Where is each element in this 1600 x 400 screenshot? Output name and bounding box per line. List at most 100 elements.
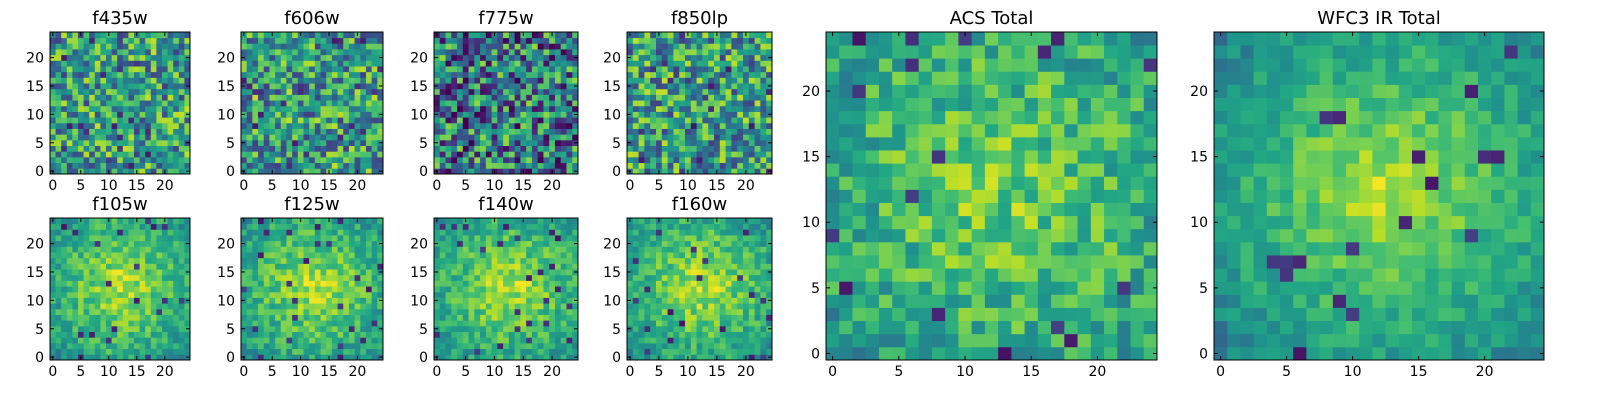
heatmap-cell [360, 128, 367, 135]
heatmap-cell [702, 314, 709, 321]
heatmap-cell [145, 94, 152, 101]
heatmap-cell [252, 83, 259, 90]
heatmap-cell [650, 122, 657, 129]
heatmap-cell [72, 342, 79, 350]
heatmap-cell [667, 331, 674, 338]
heatmap-cell [760, 291, 767, 298]
heatmap-cell [241, 235, 248, 242]
heatmap-cell [667, 325, 674, 332]
x-tick-label: 10 [486, 178, 504, 194]
heatmap-cell [83, 314, 90, 321]
heatmap-cell [754, 162, 761, 169]
heatmap-cell [326, 325, 333, 332]
heatmap-cell [451, 162, 458, 169]
heatmap-cell [434, 94, 441, 101]
heatmap-cell [748, 83, 755, 90]
heatmap-cell [337, 286, 344, 293]
heatmap-cell [451, 286, 458, 293]
y-tick-label: 5 [226, 136, 235, 152]
heatmap-cell [50, 122, 56, 129]
heatmap-cell [725, 314, 732, 321]
heatmap-cell [439, 71, 446, 78]
heatmap-cell [725, 49, 732, 56]
heatmap-cell [134, 128, 140, 135]
heatmap-cell [549, 94, 556, 101]
heatmap-cell [303, 60, 310, 67]
heatmap-cell [667, 128, 674, 135]
heatmap-cell [572, 308, 579, 315]
heatmap-cell [371, 139, 378, 146]
heatmap-cell [343, 122, 350, 129]
heatmap-cell [537, 331, 544, 338]
heatmap-cell [526, 156, 533, 164]
heatmap-cell [754, 303, 761, 310]
heatmap-cell [690, 303, 697, 310]
heatmap-cell [491, 314, 498, 321]
heatmap-cell [145, 32, 152, 39]
heatmap-cell [661, 314, 668, 321]
heatmap-cell [150, 280, 157, 287]
heatmap-cell [554, 257, 562, 264]
heatmap-cell [55, 274, 62, 281]
heatmap-cell [286, 257, 293, 264]
heatmap-cell [531, 83, 539, 90]
heatmap-cell [156, 139, 163, 146]
heatmap-cell [184, 348, 191, 355]
heatmap-cell [549, 229, 556, 236]
heatmap-cell [445, 60, 452, 67]
heatmap-cell [303, 83, 310, 90]
heatmap-cell [94, 297, 101, 304]
heatmap-cell [543, 257, 550, 264]
heatmap-cell [241, 128, 248, 135]
heatmap-cell [246, 314, 253, 321]
heatmap-cell [178, 314, 185, 321]
heatmap-cell [275, 320, 282, 327]
heatmap-cell [462, 286, 469, 293]
heatmap-cell [72, 337, 79, 344]
heatmap-cell [252, 100, 259, 107]
heatmap-cell [297, 240, 304, 247]
heatmap-cell [566, 71, 573, 78]
heatmap-cell [360, 122, 367, 129]
heatmap-cell [122, 331, 129, 338]
heatmap-cell [89, 218, 96, 225]
heatmap-cell [503, 139, 510, 146]
heatmap-cell [434, 223, 441, 230]
heatmap-cell [258, 94, 265, 101]
heatmap-cell [377, 218, 384, 225]
x-tick-label: 15 [128, 364, 146, 380]
heatmap-cell [439, 235, 446, 242]
heatmap-cell [656, 128, 663, 135]
heatmap-cell [537, 37, 544, 44]
heatmap-cell [348, 320, 355, 327]
heatmap-cell [503, 94, 510, 101]
heatmap-cell [173, 320, 180, 327]
heatmap-cell [650, 54, 657, 61]
heatmap-cell [292, 297, 299, 304]
heatmap-cell [497, 342, 504, 350]
heatmap-cell [337, 37, 344, 44]
heatmap-cell [89, 105, 96, 112]
heatmap-cell [439, 66, 446, 73]
heatmap-cell [439, 297, 446, 304]
heatmap-cell [122, 100, 129, 107]
heatmap-cell [72, 54, 79, 61]
heatmap-cell [696, 54, 703, 61]
y-tick-label: 20 [410, 237, 428, 253]
heatmap-cell [320, 128, 327, 135]
heatmap-cell [184, 263, 191, 270]
heatmap-cell [566, 60, 573, 67]
heatmap-cell [162, 308, 168, 315]
heatmap-cell [150, 168, 157, 175]
heatmap-cell [309, 297, 316, 304]
heatmap-cell [503, 342, 510, 350]
heatmap-cell [337, 88, 344, 95]
heatmap-cell [263, 331, 270, 338]
heatmap-cell [337, 100, 344, 107]
heatmap-cell [743, 88, 750, 95]
heatmap-cell [309, 354, 316, 361]
heatmap-cell [457, 151, 464, 158]
heatmap-cell [537, 246, 544, 253]
heatmap-cell [309, 246, 316, 253]
